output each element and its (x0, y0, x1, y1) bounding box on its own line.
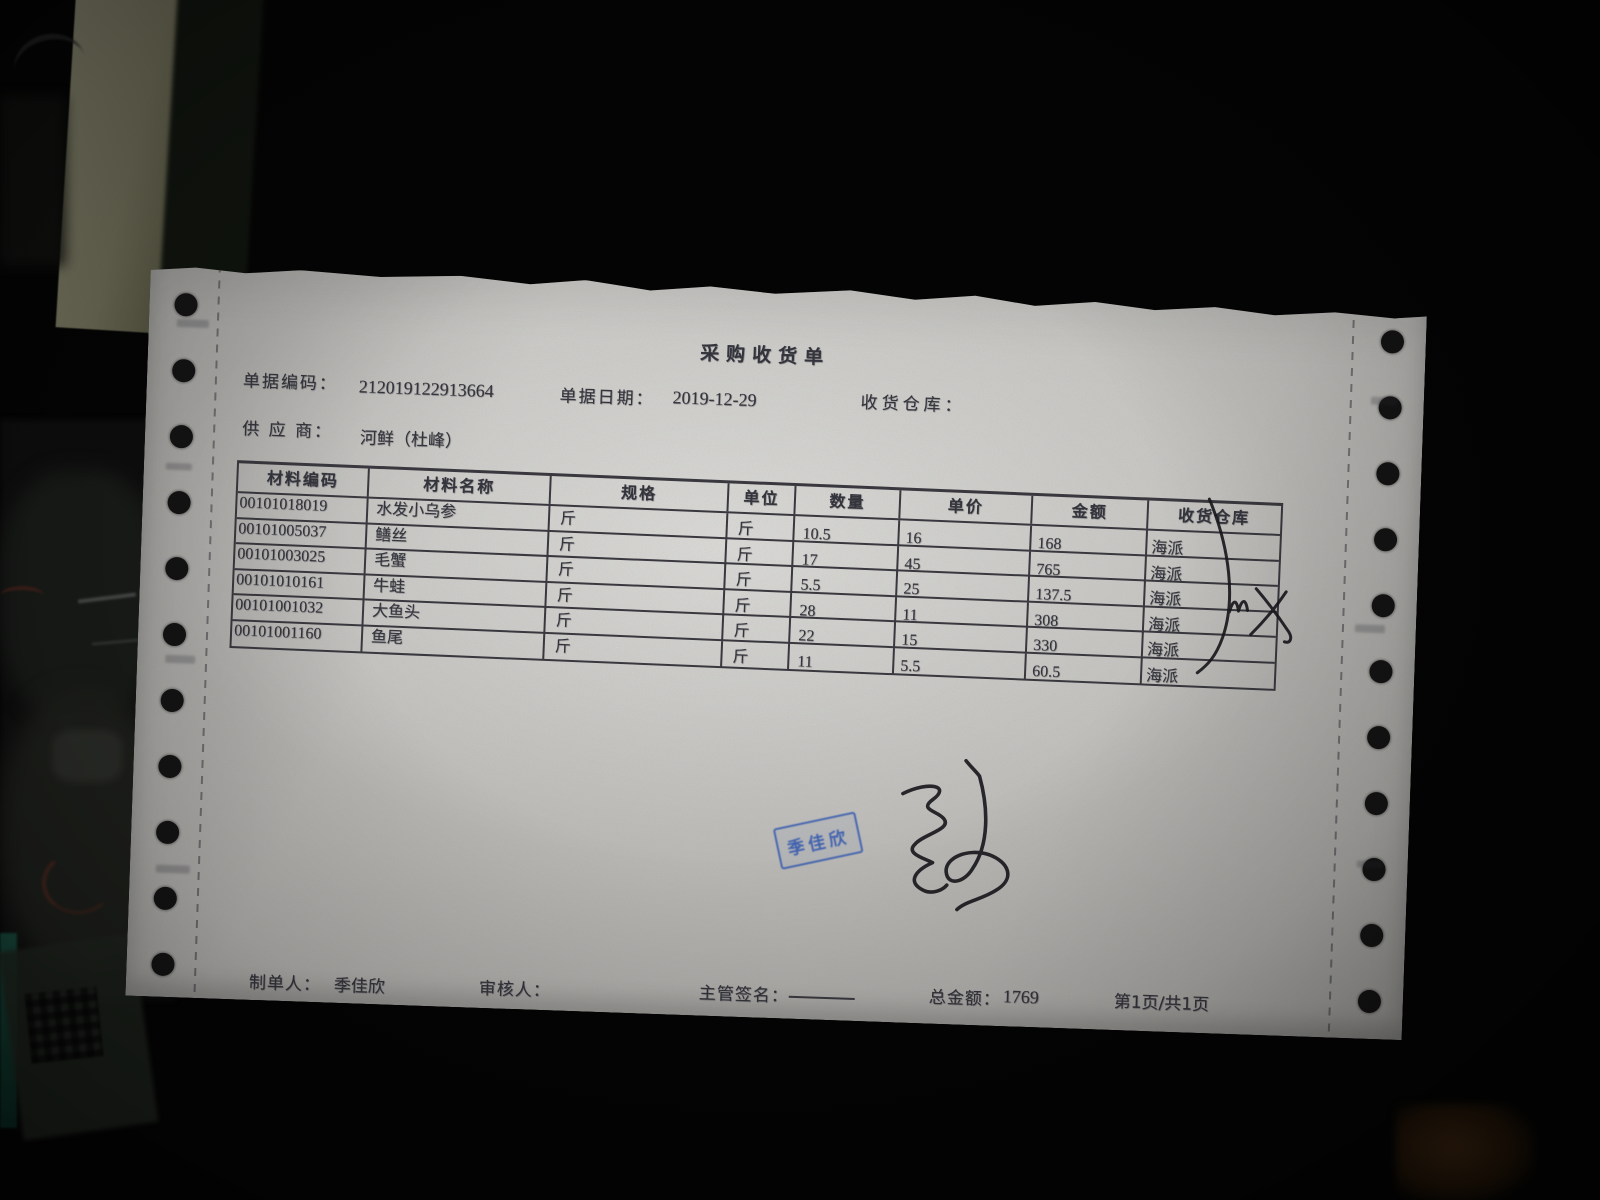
sign-label: 主管签名： (698, 983, 790, 1007)
reviewer-label: 审核人： (478, 978, 552, 1002)
table-cell: 斤 (725, 564, 793, 593)
tractor-hole (174, 293, 198, 317)
tractor-hole (167, 491, 191, 515)
warehouse-label: 收货仓库： (860, 392, 966, 417)
doc-title: 采购收货单 (699, 342, 831, 369)
fingertip (1396, 1104, 1536, 1200)
tractor-hole (153, 886, 177, 910)
table-header-cell: 单价 (900, 490, 1033, 523)
tractor-hole (1369, 660, 1393, 684)
table-header-cell: 材料编码 (238, 463, 370, 496)
qr-code (24, 986, 104, 1064)
table-cell: 60.5 (1026, 653, 1143, 684)
smudge (166, 463, 192, 471)
tractor-hole (155, 821, 179, 845)
date-label: 单据日期： (559, 386, 655, 410)
total-value: 1769 (1002, 986, 1040, 1008)
table-cell: 斤 (723, 615, 791, 644)
table-header-cell: 金额 (1032, 496, 1149, 529)
tractor-hole (158, 755, 182, 779)
tractor-hole (171, 359, 195, 383)
smudge (177, 319, 209, 328)
name-stamp: 季佳欣 (773, 811, 864, 870)
smudge (1357, 860, 1383, 868)
tractor-hole (164, 557, 188, 581)
table-header-cell: 单位 (728, 483, 796, 514)
table-cell: 11 (789, 643, 895, 673)
tractor-hole (151, 952, 175, 976)
handwritten-signature-ink (899, 759, 1012, 912)
background-wall (0, 96, 66, 266)
table-cell: 海派 (1145, 667, 1179, 686)
smudge (1371, 397, 1397, 406)
tractor-hole (1373, 528, 1397, 552)
page-info: 第1页/共1页 (1113, 992, 1210, 1016)
tractor-hole (1375, 462, 1399, 486)
doc-no-value: 212019122913664 (358, 376, 495, 402)
signature-blank-line (789, 996, 855, 1000)
supplier-label: 供 应 商： (241, 419, 334, 443)
tractor-hole (1357, 990, 1381, 1014)
smudge (1355, 624, 1385, 633)
preparer-value: 季佳欣 (333, 975, 386, 998)
tractor-hole (1371, 594, 1395, 618)
table-cell: 斤 (727, 513, 795, 542)
tractor-holes-left (151, 262, 1427, 307)
table-header-cell: 规格 (551, 476, 730, 511)
smudge (165, 655, 195, 664)
table-cell: 斤 (722, 641, 790, 670)
tractor-hole (162, 623, 186, 647)
tractor-hole (1380, 330, 1404, 354)
table-header-cell: 数量 (795, 486, 901, 518)
receipt-paper: 采购收货单 单据编码： 212019122913664 单据日期： 2019-1… (125, 262, 1427, 1040)
preparer-label: 制单人： (248, 972, 322, 996)
doc-no-label: 单据编码： (242, 371, 339, 395)
perforation-line-right (1328, 304, 1356, 1038)
red-twist-tie (42, 852, 114, 914)
tractor-hole (160, 689, 184, 713)
total-label: 总金额： (928, 987, 1002, 1011)
perforation-line-left (193, 264, 221, 998)
bag-print-hint (52, 730, 122, 782)
red-twist-tie (0, 586, 44, 606)
table-cell: 斤 (724, 590, 792, 619)
tractor-holes-right (151, 262, 1427, 307)
smudge (156, 865, 190, 874)
supplier-value: 河鲜（杜峰） (359, 428, 463, 452)
tractor-hole (1366, 726, 1390, 750)
date-value: 2019-12-29 (672, 387, 757, 411)
items-table: 材料编码 材料名称 规格 单位 数量 单价 金额 收货仓库 00101018019 水发小乌参斤… (229, 460, 1283, 691)
tractor-hole (1359, 924, 1383, 948)
table-header-cell: 收货仓库 (1177, 505, 1251, 528)
table-cell: 斤 (726, 539, 794, 568)
table-cell: 00101001160 (231, 621, 363, 652)
tractor-hole (1364, 792, 1388, 816)
tractor-hole (169, 425, 193, 449)
table-cell: 5.5 (894, 648, 1027, 679)
